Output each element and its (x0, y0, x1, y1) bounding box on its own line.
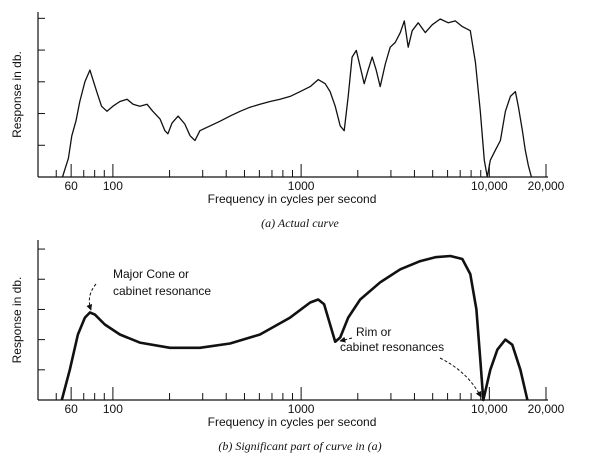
x-tick-label: 20,000 (528, 402, 565, 416)
annotation: cabinet resonances (340, 340, 444, 354)
y-axis-title: Response in db. (10, 51, 24, 138)
annotation: cabinet resonance (113, 284, 211, 298)
x-tick-label: 100 (103, 179, 123, 193)
x-tick-label: 60 (64, 179, 78, 193)
annotation-arrow (339, 336, 353, 343)
x-tick-label: 1000 (288, 179, 315, 193)
annotation-arrow (86, 283, 97, 311)
annotation: Major Cone or (113, 267, 189, 281)
x-axis-title: Frequency in cycles per second (208, 415, 377, 429)
x-tick-label: 100 (103, 402, 123, 416)
caption: (b) Significant part of curve in (a) (218, 439, 381, 453)
annotation: Rim or (356, 325, 391, 339)
annotation-arrow (439, 357, 482, 398)
response-curve (60, 254, 529, 402)
response-curve (61, 18, 533, 178)
x-tick-label: 10,000 (471, 402, 508, 416)
x-tick-label: 1000 (288, 402, 315, 416)
caption: (a) Actual curve (261, 216, 339, 230)
y-axis-title: Response in db. (10, 277, 24, 364)
x-tick-label: 20,000 (528, 179, 565, 193)
x-axis-title: Frequency in cycles per second (208, 192, 377, 206)
x-tick-label: 60 (64, 402, 78, 416)
x-tick-label: 10,000 (471, 179, 508, 193)
